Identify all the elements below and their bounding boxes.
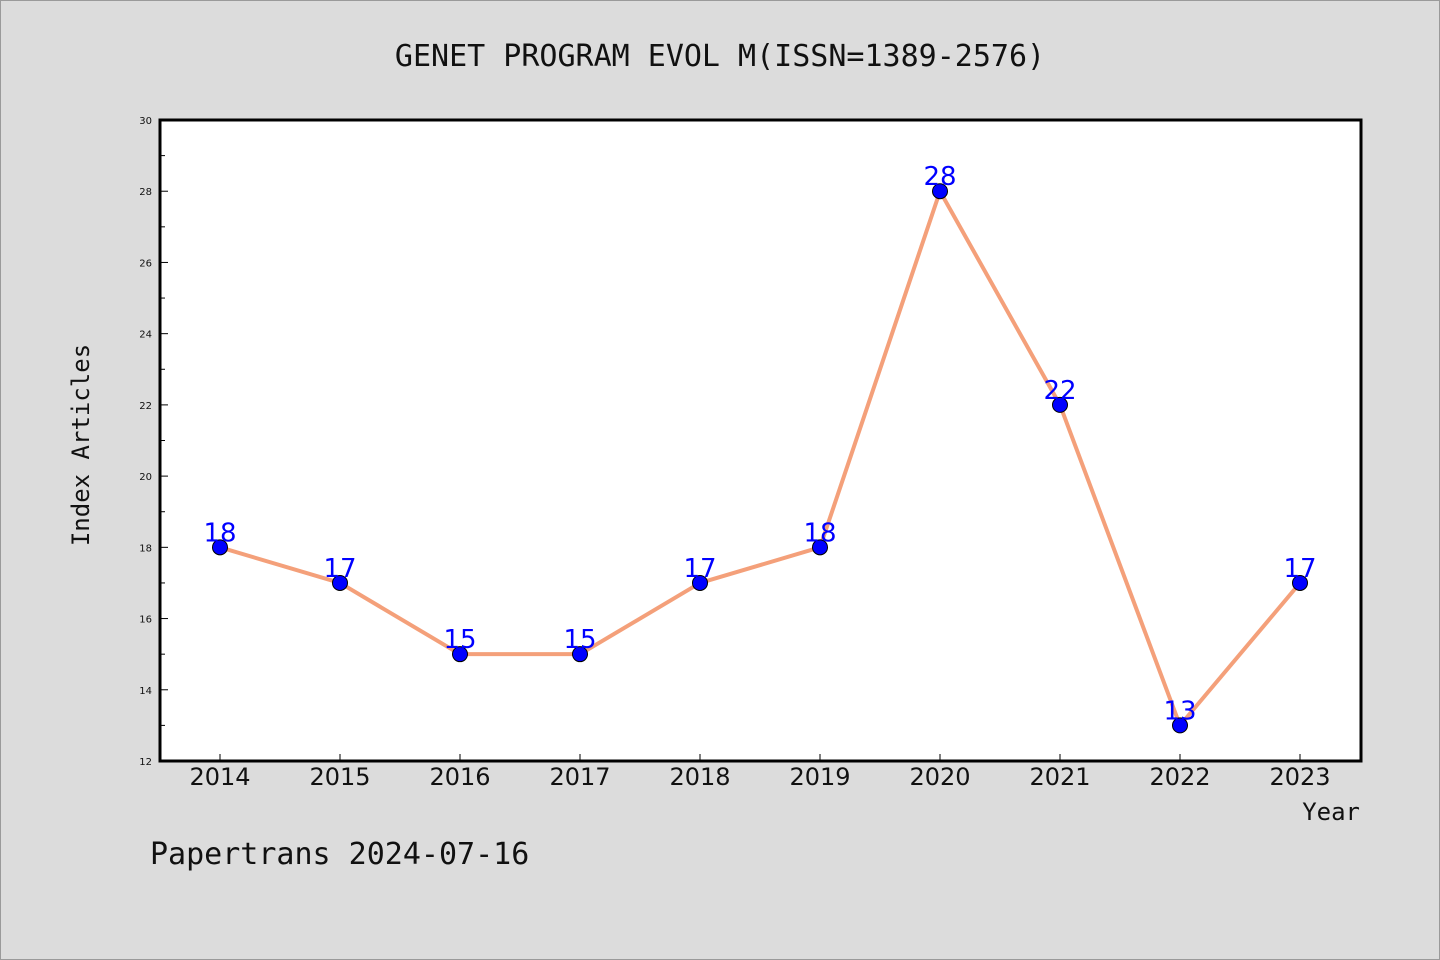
data-point: [452, 646, 468, 663]
data-point: [1052, 396, 1068, 413]
data-point: [212, 539, 228, 556]
data-point: [1172, 717, 1188, 734]
x-tick-label: 2019: [789, 763, 850, 791]
data-label: 18: [803, 518, 836, 548]
x-tick-label: 2022: [1149, 763, 1210, 791]
data-label: 28: [923, 162, 956, 192]
x-tick-label: 2014: [189, 763, 250, 791]
y-tick-label: 12: [139, 757, 152, 768]
x-tick-label: 2017: [549, 763, 610, 791]
data-point: [692, 574, 708, 591]
y-tick-label: 14: [139, 686, 152, 697]
y-tick-label: 22: [139, 401, 152, 412]
data-label: 22: [1043, 376, 1076, 406]
data-point: [932, 183, 948, 200]
plot-area: [160, 120, 1361, 761]
y-tick-label: 24: [139, 330, 152, 341]
y-tick-label: 26: [139, 258, 152, 269]
y-axis-label: Index Articles: [67, 344, 95, 546]
y-tick-label: 28: [139, 187, 152, 198]
x-axis-ticks: 2014 2015 2016 2017 2018 2019 2020 2021 2022 2023: [189, 754, 1331, 791]
data-label: 17: [323, 554, 356, 584]
data-label: 18: [203, 518, 236, 548]
x-tick-label: 2016: [429, 763, 490, 791]
data-point: [332, 574, 348, 591]
y-tick-label: 18: [139, 543, 152, 554]
data-label: 17: [683, 554, 716, 584]
x-axis-label: Year: [1302, 798, 1360, 826]
data-point: [572, 646, 588, 663]
data-label: 13: [1163, 696, 1196, 726]
footer-watermark: Papertrans 2024-07-16: [150, 837, 529, 872]
data-label: 15: [563, 625, 596, 655]
plot-border: [158, 118, 1363, 763]
y-tick-label: 16: [139, 615, 152, 626]
x-tick-label: 2018: [669, 763, 730, 791]
data-label: 17: [1283, 554, 1316, 584]
y-tick-label: 30: [139, 116, 152, 127]
series-articles: 18 17 15 15 17 18 28 22 13 17: [203, 162, 1317, 734]
x-tick-label: 2023: [1269, 763, 1330, 791]
chart-title: GENET PROGRAM EVOL M(ISSN=1389-2576): [395, 39, 1045, 74]
data-point: [1292, 574, 1308, 591]
data-point: [812, 539, 828, 556]
series-line: [219, 189, 1302, 728]
x-tick-label: 2021: [1029, 763, 1090, 791]
x-tick-label: 2020: [909, 763, 970, 791]
x-tick-label: 2015: [309, 763, 370, 791]
y-tick-label: 20: [139, 472, 152, 483]
data-label: 15: [443, 625, 476, 655]
